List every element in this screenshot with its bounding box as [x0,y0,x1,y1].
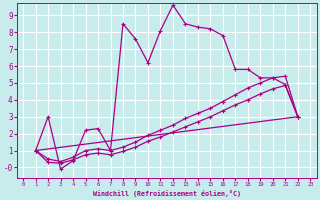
X-axis label: Windchill (Refroidissement éolien,°C): Windchill (Refroidissement éolien,°C) [93,190,241,197]
